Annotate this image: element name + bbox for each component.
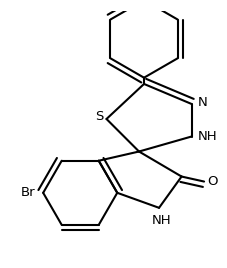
Text: NH: NH [197, 130, 217, 143]
Text: N: N [197, 96, 207, 109]
Text: NH: NH [151, 214, 171, 227]
Text: Br: Br [21, 186, 35, 199]
Text: S: S [95, 110, 104, 123]
Text: O: O [206, 175, 217, 188]
